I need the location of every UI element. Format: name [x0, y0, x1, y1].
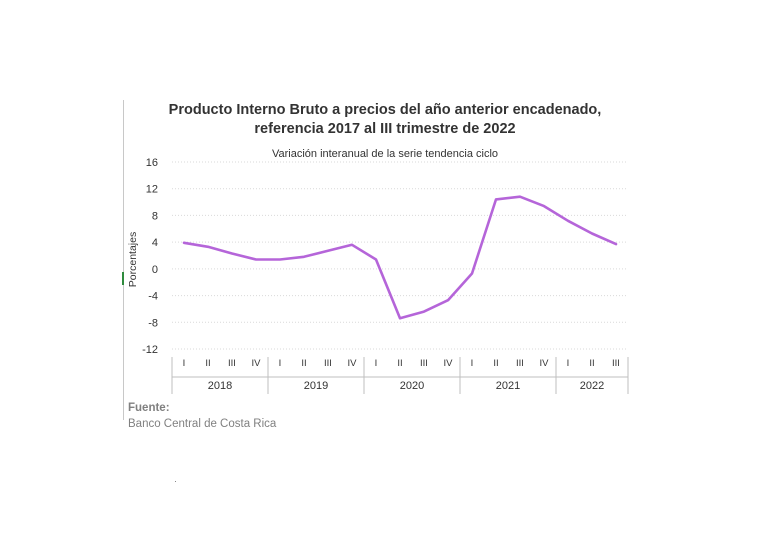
- data-point: [375, 258, 377, 261]
- source-text: Banco Central de Costa Rica: [128, 418, 277, 430]
- quarter-tick-label: I: [375, 358, 378, 369]
- data-point: [399, 317, 401, 320]
- chart-subtitle: Variación interanual de la serie tendenc…: [271, 148, 499, 160]
- quarter-tick-label: II: [397, 358, 402, 369]
- left-border-line: [123, 100, 124, 420]
- quarter-tick-label: IV: [444, 358, 454, 369]
- y-tick-label: 8: [152, 210, 158, 222]
- data-point: [591, 232, 593, 235]
- quarter-tick-label: III: [228, 358, 236, 369]
- y-axis-label: Porcentajes: [127, 232, 139, 287]
- quarter-tick-label: I: [567, 358, 570, 369]
- data-point: [447, 299, 449, 302]
- quarter-tick-label: II: [589, 358, 594, 369]
- data-point: [567, 219, 569, 222]
- data-point: [471, 272, 473, 275]
- quarter-tick-label: IV: [540, 358, 550, 369]
- data-point: [279, 258, 281, 261]
- data-point: [543, 205, 545, 207]
- data-point: [327, 250, 329, 252]
- data-point: [615, 243, 617, 245]
- quarter-tick-label: III: [612, 358, 620, 369]
- quarter-tick-label: III: [324, 358, 332, 369]
- left-accent-mark: [122, 272, 124, 285]
- quarter-tick-label: II: [493, 358, 498, 369]
- data-point: [519, 195, 521, 198]
- chart-title-line-1: Producto Interno Bruto a precios del año…: [168, 102, 602, 118]
- source-label: Fuente:: [128, 402, 170, 414]
- quarter-tick-label: I: [471, 358, 474, 369]
- chart-title: Producto Interno Bruto a precios del año…: [130, 101, 640, 139]
- quarter-tick-label: IV: [252, 358, 262, 369]
- quarter-tick-label: I: [183, 358, 186, 369]
- quarter-tick-label: II: [205, 358, 210, 369]
- data-point: [351, 244, 353, 246]
- y-tick-label: 16: [146, 157, 158, 169]
- y-tick-label: 4: [152, 237, 158, 249]
- data-point: [423, 310, 425, 313]
- stray-dot: [175, 481, 176, 482]
- y-tick-label: 0: [152, 264, 158, 276]
- y-tick-label: -8: [148, 317, 158, 329]
- year-label: 2022: [580, 380, 604, 392]
- quarter-tick-label: III: [420, 358, 428, 369]
- year-label: 2020: [400, 380, 424, 392]
- data-point: [183, 242, 185, 244]
- data-point: [231, 252, 233, 255]
- data-point: [495, 198, 497, 201]
- data-point: [207, 246, 209, 248]
- y-tick-label: 12: [146, 184, 158, 196]
- quarter-tick-label: III: [516, 358, 524, 369]
- y-tick-label: -12: [142, 344, 158, 356]
- year-label: 2021: [496, 380, 520, 392]
- data-point: [255, 258, 257, 261]
- data-point: [303, 256, 305, 258]
- quarter-tick-label: II: [301, 358, 306, 369]
- year-label: 2019: [304, 380, 328, 392]
- chart-title-line-2: referencia 2017 al III trimestre de 2022: [254, 121, 516, 137]
- year-label: 2018: [208, 380, 232, 392]
- y-tick-label: -4: [148, 291, 158, 303]
- quarter-tick-label: I: [279, 358, 282, 369]
- quarter-tick-label: IV: [348, 358, 358, 369]
- source-note: Fuente: Banco Central de Costa Rica: [128, 400, 276, 432]
